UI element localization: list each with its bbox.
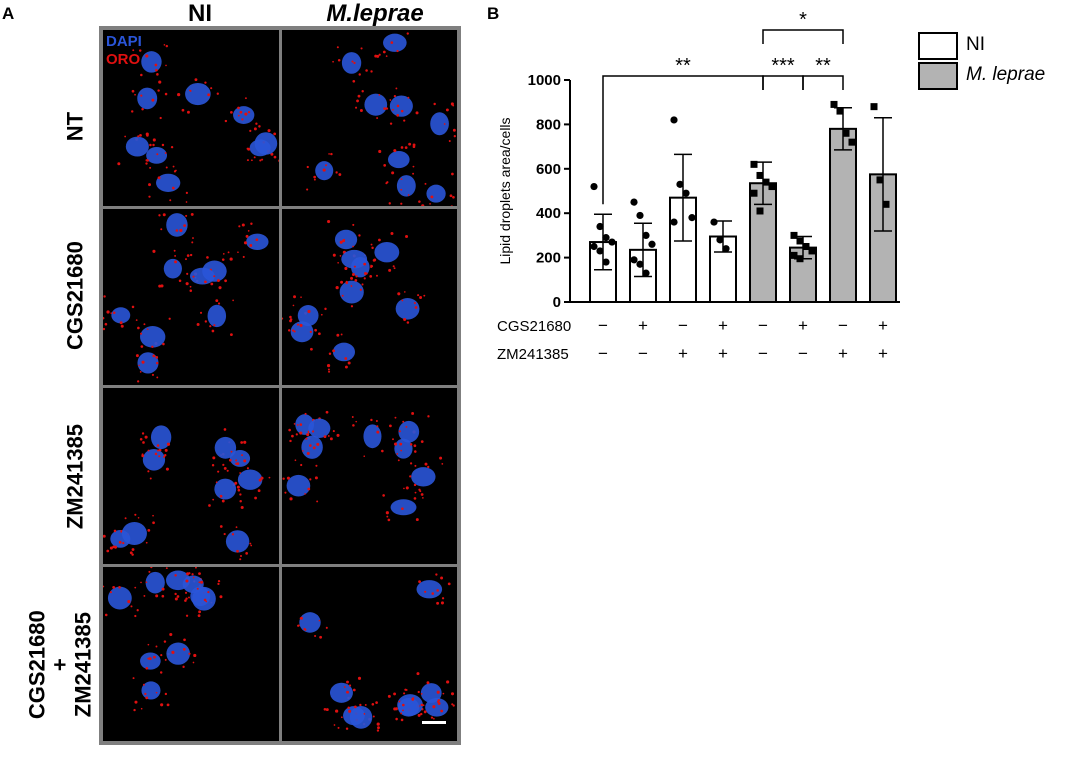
significance-label: ** [815,55,831,77]
treatment-sign: − [798,344,808,363]
data-point [790,251,798,259]
data-point [682,189,690,197]
significance-label: *** [771,55,795,77]
y-tick-label: 0 [553,294,561,311]
data-point [882,200,890,208]
panel-a-letter: A [2,4,15,23]
treatment-sign: + [678,344,688,363]
treatment-sign: − [758,344,768,363]
data-point [676,180,684,188]
data-point [602,234,610,242]
data-point [596,222,604,231]
y-tick-label: 400 [536,205,561,222]
data-point [648,240,656,248]
micrograph-ni-nt: DAPI ORO [103,30,279,206]
significance-label: ** [675,55,691,77]
channel-label-dapi: DAPI [106,33,142,50]
micrograph-mleprae-combo [282,567,457,741]
row-label-nt: NT [62,111,88,142]
data-point [710,218,718,226]
data-point [836,107,844,115]
data-point [636,211,644,220]
data-point [790,231,798,239]
legend-label-ni: NI [966,34,985,55]
y-tick-label: 800 [536,116,561,133]
data-point [762,178,770,186]
channel-label-oro: ORO [106,51,141,68]
data-point [802,243,810,250]
significance-bracket [802,75,844,90]
row-label-cgs21680-zm241385: CGS21680 + ZM241385 [24,610,96,720]
data-point [808,247,816,255]
column-header-ni: NI [188,0,212,27]
treatment-sign: + [718,344,728,363]
data-point [842,129,850,137]
data-point [830,100,838,108]
treatment-sign: + [798,316,808,335]
micrograph-mleprae-nt [282,30,457,206]
micrograph-ni-zm241385 [103,388,279,564]
treatment-sign: − [638,344,648,363]
significance-label: * [799,9,807,31]
data-point [756,171,764,179]
data-point [876,176,884,184]
data-point [768,183,776,191]
treatment-sign: − [838,316,848,335]
treatment-label-cgs21680: CGS21680 [497,318,572,335]
treatment-sign: − [758,316,768,335]
data-point [642,269,650,277]
y-tick-label: 600 [536,161,561,178]
data-point [630,256,638,264]
y-tick-label: 200 [536,250,561,267]
data-point [590,182,598,191]
treatment-sign: + [878,344,888,363]
treatment-sign: + [838,344,848,363]
significance-bracket [762,29,844,44]
treatment-label-zm241385: ZM241385 [497,346,569,363]
data-point [636,260,644,268]
legend-swatch-ni [918,32,958,60]
legend-label-mleprae: M. leprae [966,64,1046,85]
treatment-sign: + [718,316,728,335]
data-point [848,138,856,146]
data-point [870,103,878,111]
data-point [756,207,764,215]
treatment-sign: − [678,316,688,335]
treatment-sign: + [878,316,888,335]
y-axis-label: Lipid droplets area/cells [497,117,513,264]
y-tick-label: 1000 [528,72,561,89]
bar [829,127,857,303]
data-point [608,238,616,246]
data-point [750,189,758,197]
bar-chart: 0 200 400 600 800 1000 Lipid droplets area/cel… [497,9,900,311]
micrograph-grid: DAPI ORO [99,26,461,745]
treatment-sign: + [638,316,648,335]
row-label-zm241385: ZM241385 [62,423,88,530]
data-point [716,236,724,244]
data-point [750,160,758,168]
significance-bracket [762,75,804,90]
micrograph-ni-cgs21680 [103,209,279,385]
scale-bar [422,721,446,724]
data-point [670,218,678,226]
panel-b-letter: B [487,4,500,23]
treatment-sign: − [598,316,608,335]
micrograph-mleprae-cgs21680 [282,209,457,385]
micrograph-ni-combo [103,567,279,741]
data-point [596,247,604,255]
row-label-cgs21680: CGS21680 [62,241,88,350]
column-header-mleprae: M.leprae [326,0,424,27]
legend-swatch-mleprae [918,62,958,90]
data-point [670,116,678,124]
data-point [590,242,598,251]
data-point [688,214,696,222]
data-point [796,255,804,263]
treatment-sign: − [598,344,608,363]
data-point [602,258,610,266]
data-point [722,245,730,253]
micrograph-mleprae-zm241385 [282,388,457,564]
data-point [630,198,638,206]
data-point [796,237,804,245]
data-point [642,231,650,239]
